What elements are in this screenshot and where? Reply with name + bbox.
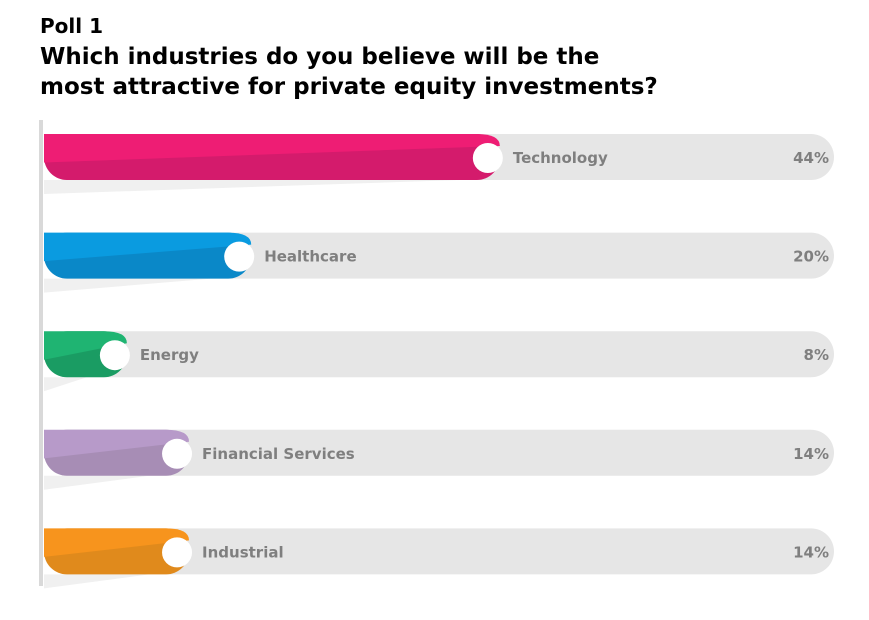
bar-highlight (44, 331, 127, 360)
bar-shadow (44, 180, 460, 194)
bar-shadow (44, 475, 150, 490)
bar-highlight (44, 134, 500, 163)
bar-end-marker (224, 241, 255, 272)
category-label: Energy (140, 346, 199, 364)
value-label: 8% (804, 346, 829, 364)
bar-highlight (44, 429, 190, 459)
poll-label: Poll 1 (40, 14, 103, 38)
bar-highlight (44, 232, 252, 262)
value-label: 44% (793, 149, 829, 167)
bar-shadow (44, 278, 212, 293)
bar-shadow (44, 574, 150, 589)
value-label: 20% (793, 248, 829, 266)
bar-shadow (44, 377, 87, 392)
value-label: 14% (793, 445, 829, 463)
bar-track (44, 528, 834, 575)
title-line-1: Which industries do you believe will be … (40, 44, 600, 70)
bar-end-marker (99, 340, 130, 371)
category-label: Technology (513, 149, 608, 167)
bar-end-marker (162, 537, 193, 568)
bar-track (44, 429, 834, 476)
bar-end-marker (162, 438, 193, 469)
chart-title: Which industries do you believe will be … (40, 42, 800, 102)
category-label: Healthcare (264, 248, 356, 266)
bar-end-marker (472, 143, 503, 173)
category-label: Industrial (202, 543, 284, 561)
value-label: 14% (793, 543, 829, 561)
title-line-2: most attractive for private equity inves… (40, 74, 658, 100)
axis-line (39, 120, 43, 586)
bar-track (44, 331, 834, 378)
category-label: Financial Services (202, 445, 355, 463)
bar-highlight (44, 528, 190, 557)
